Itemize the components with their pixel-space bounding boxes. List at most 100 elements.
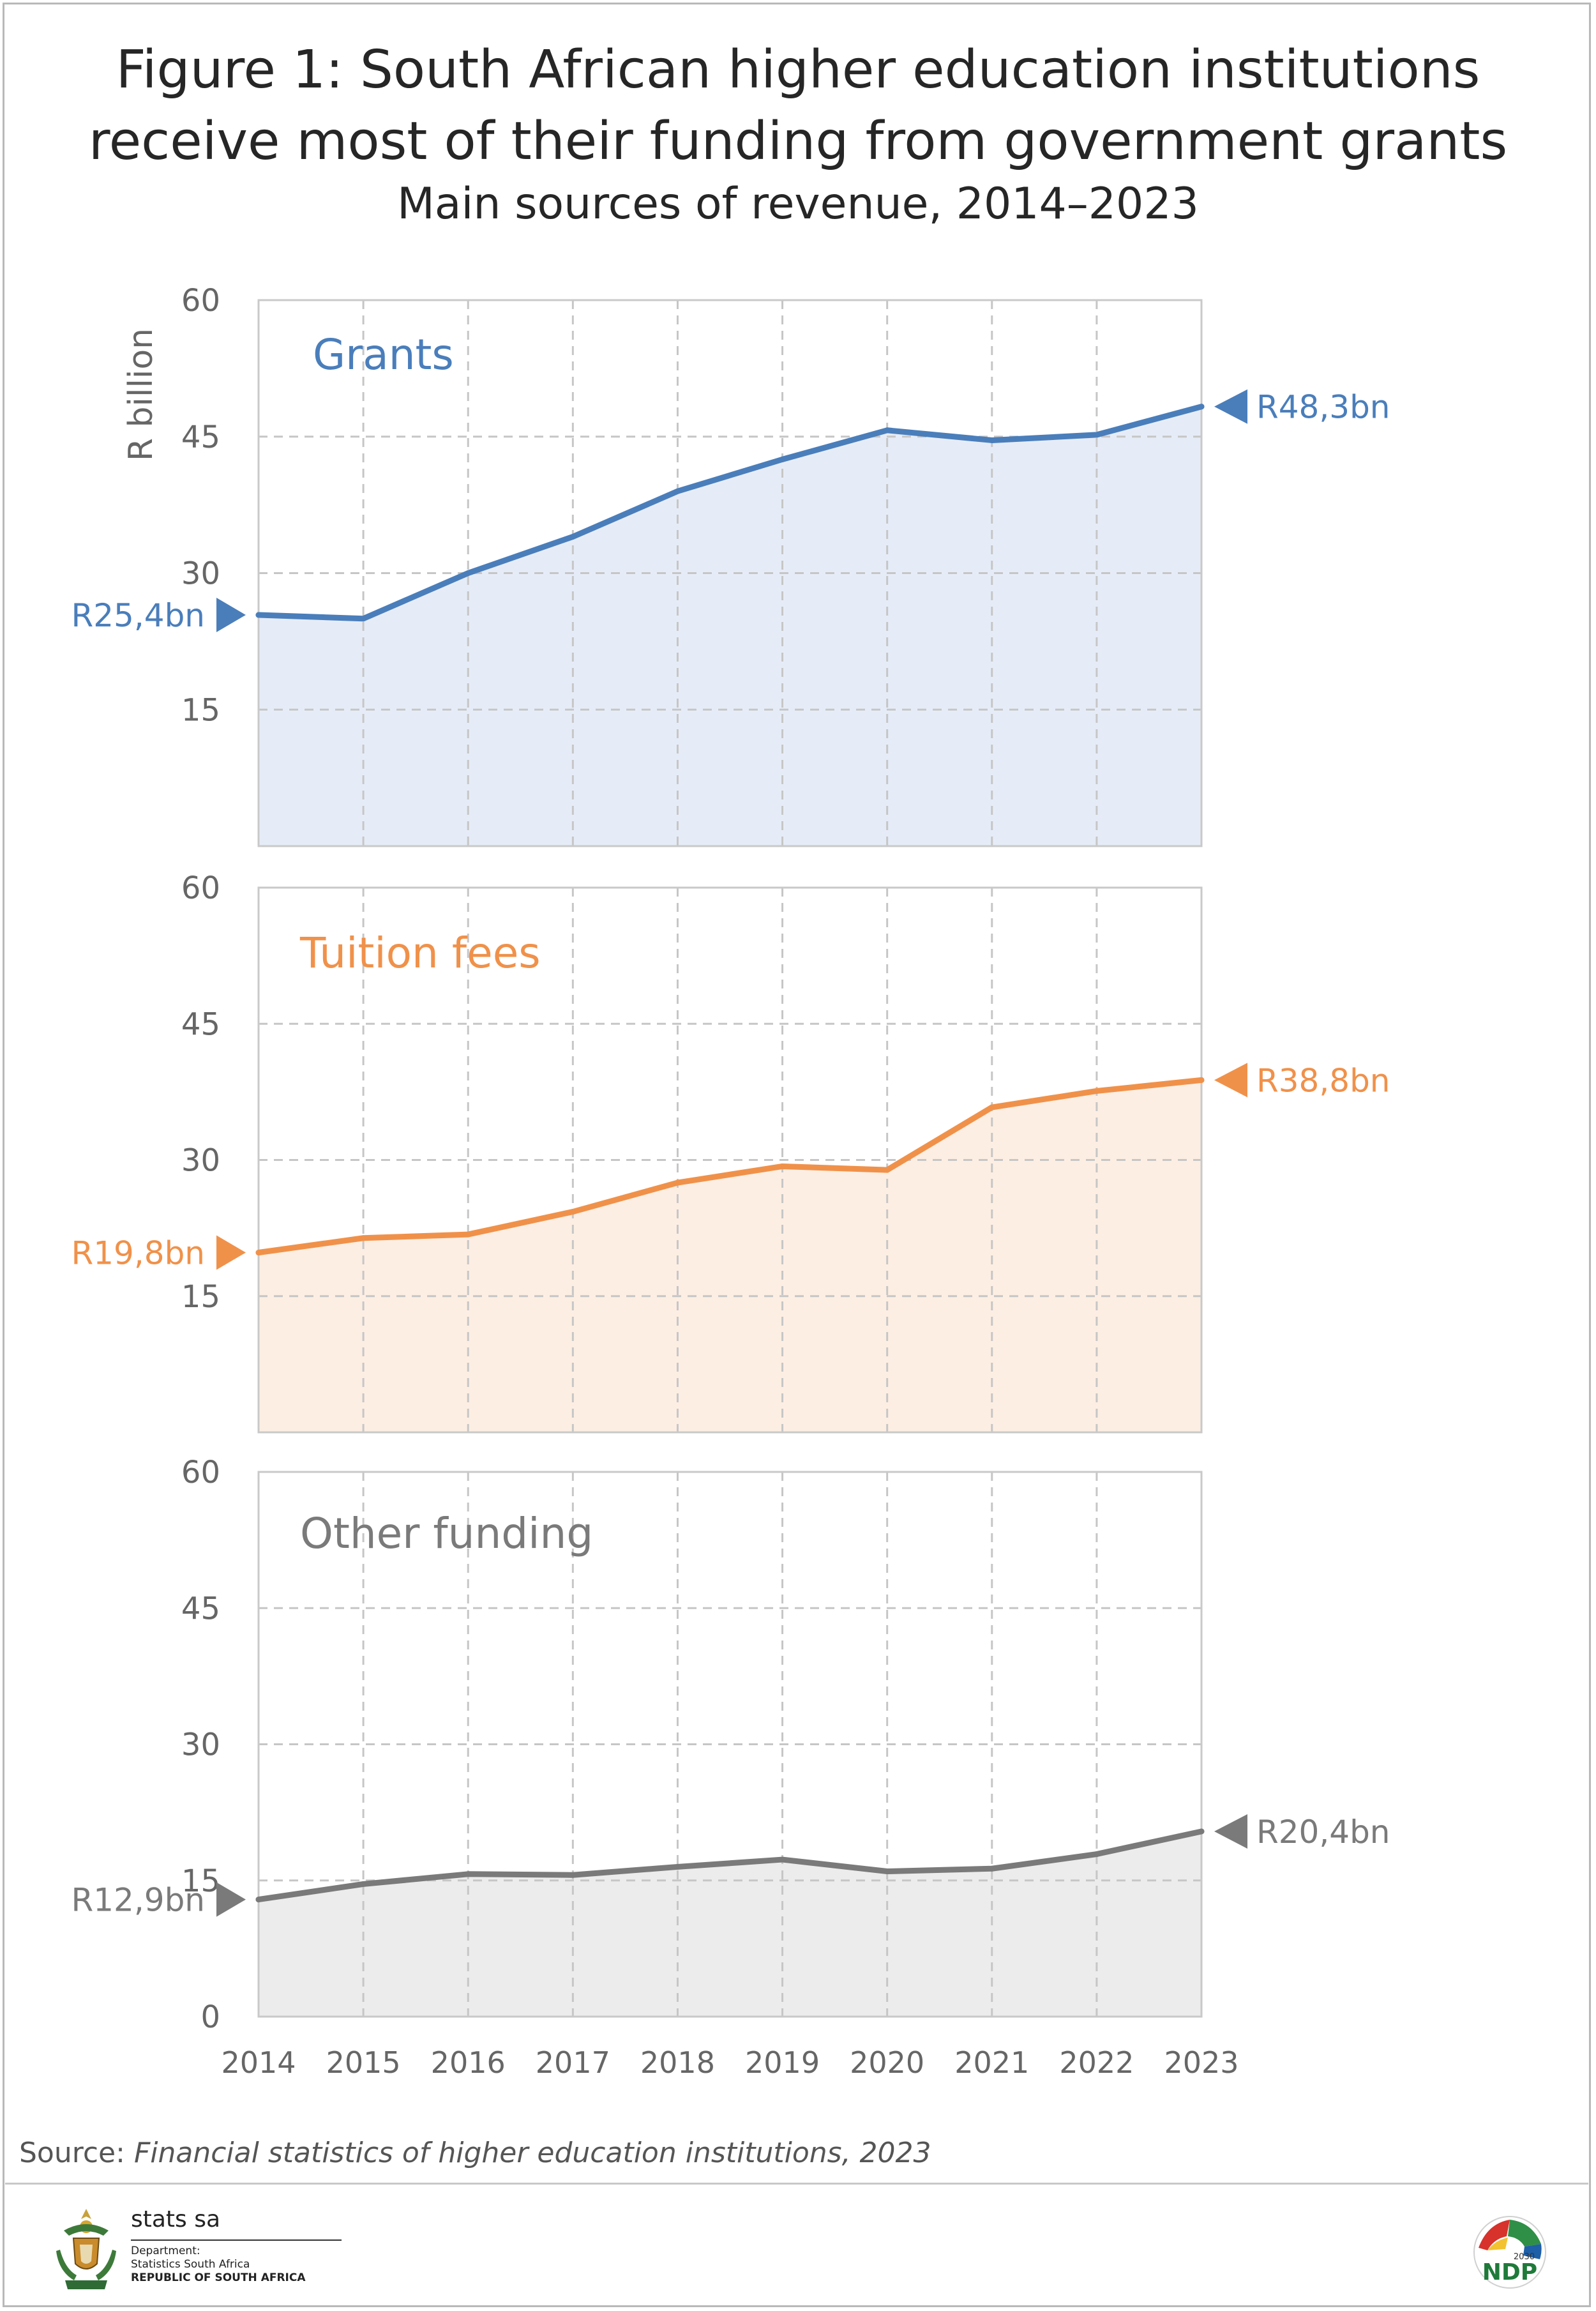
x-tick-label: 2014	[221, 2045, 296, 2080]
panel-label: Grants	[313, 330, 454, 379]
y-axis-label: R billion	[122, 328, 160, 461]
data-point	[360, 1881, 366, 1887]
panel-frame	[257, 299, 1203, 847]
start-value-label: R25,4bn	[72, 597, 206, 634]
y-tick-label: 30	[181, 1727, 220, 1763]
end-value-marker	[1214, 1814, 1247, 1849]
end-value-label: R48,3bn	[1256, 389, 1390, 426]
start-value-label: R12,9bn	[72, 1882, 206, 1919]
ndp-2030-logo: 2030 NDP	[1473, 2216, 1546, 2289]
data-point	[465, 1871, 471, 1877]
data-point	[779, 456, 786, 462]
chart-title-line-2: receive most of their funding from gover…	[88, 111, 1508, 172]
y-tick-label: 45	[181, 420, 220, 455]
end-value-label: R20,4bn	[1256, 1814, 1390, 1851]
dept-line-3: REPUBLIC OF SOUTH AFRICA	[131, 2271, 306, 2284]
series-line	[255, 1828, 1205, 1903]
chart-title-line-1: Figure 1: South African higher education…	[116, 40, 1480, 100]
dept-line-1: Department:	[131, 2245, 200, 2257]
panel-frame	[257, 886, 1203, 1434]
x-tick-label: 2016	[431, 2045, 506, 2080]
data-point	[1198, 1828, 1205, 1835]
y-tick-label: 30	[181, 1143, 220, 1179]
x-tick-label: 2021	[954, 2045, 1029, 2080]
source-note: Source: Financial statistics of higher e…	[19, 2137, 931, 2169]
statssa-rule	[131, 2239, 342, 2241]
end-value-marker	[1214, 389, 1247, 424]
x-tick-label: 2022	[1059, 2045, 1134, 2080]
data-point	[255, 1250, 262, 1256]
statssa-logo: stats sa Department: Statistics South Af…	[51, 2200, 342, 2296]
data-point	[569, 1209, 576, 1215]
start-value-marker	[216, 598, 246, 633]
data-point	[674, 1863, 681, 1870]
data-point	[884, 1167, 891, 1173]
panel-label: Other funding	[300, 1509, 593, 1558]
y-tick-label: 0	[200, 1999, 220, 2035]
area-fill	[259, 406, 1201, 846]
y-tick-label: 30	[181, 556, 220, 592]
panel-label: Tuition fees	[299, 928, 541, 978]
series-line	[255, 1077, 1205, 1256]
data-point	[360, 616, 366, 622]
y-tick-label: 15	[181, 1279, 220, 1315]
y-tick-label: 45	[181, 1591, 220, 1626]
data-point	[569, 534, 576, 540]
y-tick-label: 15	[181, 692, 220, 728]
statssa-brand: stats sa	[131, 2206, 221, 2232]
source-text: Financial statistics of higher education…	[133, 2137, 931, 2169]
series-line	[255, 404, 1205, 622]
x-tick-label: 2015	[326, 2045, 401, 2080]
y-tick-label: 15	[181, 1863, 220, 1899]
data-point	[779, 1163, 786, 1169]
x-tick-label: 2017	[536, 2045, 610, 2080]
y-tick-label: 45	[181, 1006, 220, 1042]
statssa-department: Department: Statistics South Africa REPU…	[131, 2245, 306, 2285]
chart-area: R billion 15 30 45 60 Grants R25,4bn R48,3bn 15 3…	[72, 283, 1390, 2080]
panel-tuition-fees: 15 30 45 60 Tuition fees R19,8bn R38,8bn	[72, 870, 1390, 1434]
data-point	[1198, 1077, 1205, 1083]
data-point	[1094, 432, 1100, 438]
start-value-label: R19,8bn	[72, 1235, 206, 1272]
y-tick-label: 60	[181, 283, 220, 319]
data-point	[569, 1872, 576, 1878]
dept-line-2: Statistics South Africa	[131, 2258, 250, 2271]
area-fill	[259, 1080, 1201, 1432]
figure-frame	[3, 3, 1591, 2307]
x-tick-label: 2018	[640, 2045, 715, 2080]
x-tick-label: 2023	[1164, 2045, 1238, 2080]
footer-divider	[5, 2183, 1588, 2185]
data-point	[674, 1179, 681, 1186]
svg-text:2030: 2030	[1514, 2252, 1535, 2262]
data-point	[779, 1856, 786, 1863]
source-label: Source:	[19, 2137, 125, 2169]
data-point	[989, 1104, 995, 1110]
data-point	[255, 612, 262, 618]
start-value-marker	[216, 1882, 246, 1917]
data-point	[465, 1231, 471, 1238]
svg-text:NDP: NDP	[1482, 2259, 1537, 2285]
data-point	[465, 570, 471, 576]
data-point	[884, 1868, 891, 1875]
data-point	[989, 1865, 995, 1872]
data-point	[1094, 1851, 1100, 1858]
x-tick-label: 2019	[745, 2045, 820, 2080]
start-value-marker	[216, 1235, 246, 1270]
data-point	[255, 1897, 262, 1903]
y-tick-label: 60	[181, 1455, 220, 1490]
panel-grants: 15 30 45 60 Grants R25,4bn R48,3bn	[72, 283, 1390, 847]
panel-frame	[257, 1471, 1203, 2018]
data-point	[1094, 1087, 1100, 1094]
data-point	[674, 488, 681, 494]
data-point	[1198, 404, 1205, 410]
area-fill	[259, 1831, 1201, 2017]
y-tick-label: 60	[181, 870, 220, 906]
end-value-label: R38,8bn	[1256, 1062, 1390, 1099]
data-point	[360, 1235, 366, 1241]
x-tick-label: 2020	[850, 2045, 924, 2080]
end-value-marker	[1214, 1063, 1247, 1098]
coat-of-arms-icon	[56, 2209, 116, 2289]
data-point	[989, 437, 995, 443]
panel-other-funding: 0 15 30 45 60 Other funding R12,9bn R20,4bn	[72, 1455, 1390, 2035]
data-point	[884, 427, 891, 434]
